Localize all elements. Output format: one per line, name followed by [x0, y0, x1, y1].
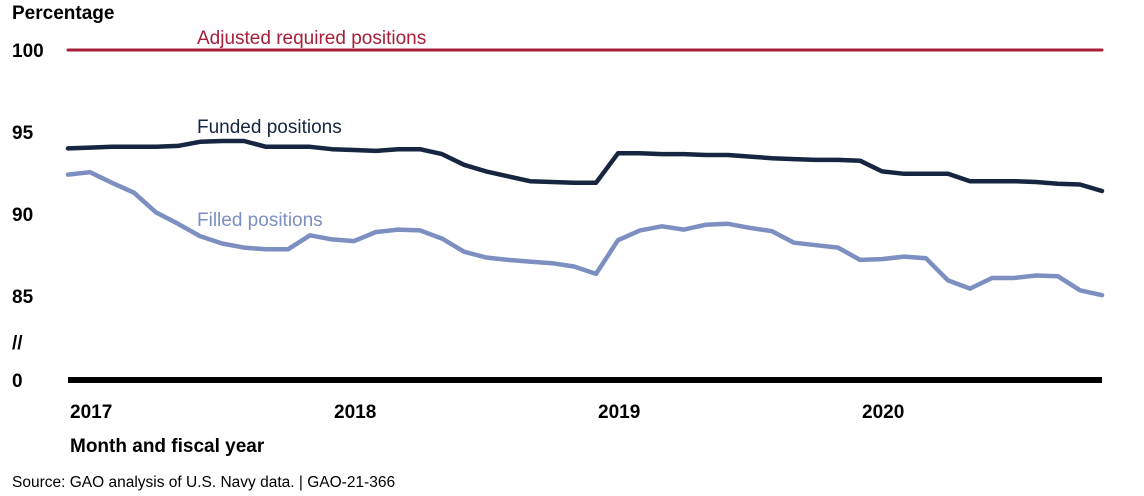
- x-axis-title: Month and fiscal year: [70, 436, 265, 457]
- series-label-adjusted-required: Adjusted required positions: [197, 28, 426, 49]
- axis-break-marker: //: [12, 333, 23, 354]
- x-tick-label: 2017: [70, 402, 112, 423]
- series-label-filled: Filled positions: [197, 210, 323, 231]
- y-tick-label: 100: [12, 41, 44, 62]
- series-line-filled: [65, 169, 1105, 298]
- y-axis-title: Percentage: [12, 3, 115, 24]
- y-tick-label: 0: [12, 371, 23, 392]
- y-tick-label: 90: [12, 205, 33, 226]
- x-tick-label: 2019: [598, 402, 640, 423]
- series-line-funded: [65, 138, 1105, 194]
- y-tick-label: 85: [12, 287, 34, 308]
- source-note: Source: GAO analysis of U.S. Navy data. …: [12, 474, 396, 491]
- series-label-funded: Funded positions: [197, 117, 342, 138]
- x-tick-label: 2018: [334, 402, 376, 423]
- x-tick-label: 2020: [862, 402, 904, 423]
- y-tick-label: 95: [12, 123, 34, 144]
